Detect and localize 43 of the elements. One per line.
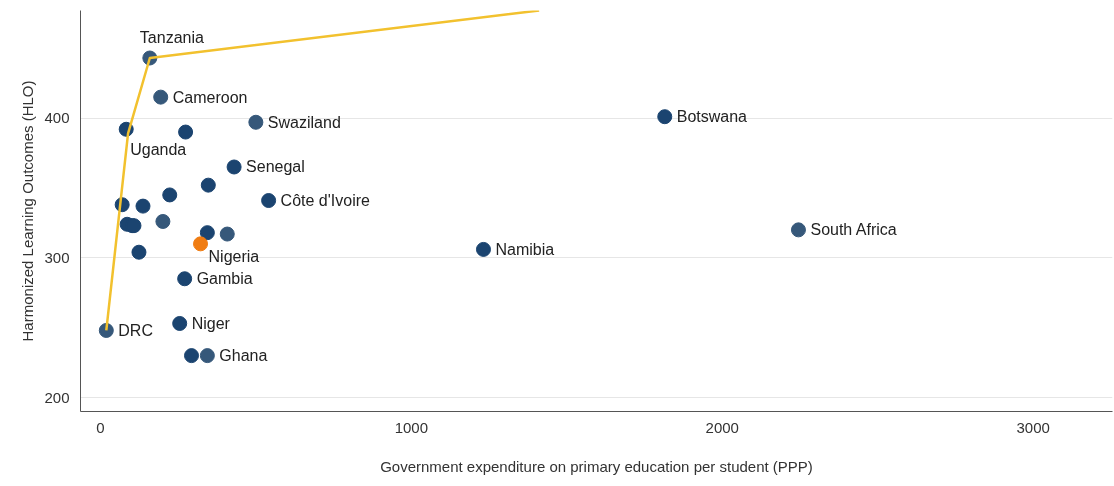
x-axis-title: Government expenditure on primary education per student (PPP)	[380, 457, 813, 475]
point	[657, 109, 673, 125]
annotation: Nigeria	[208, 247, 260, 265]
x-tick-label: 1000	[394, 418, 429, 436]
point	[261, 193, 277, 209]
point	[131, 244, 147, 260]
point	[199, 225, 215, 241]
annotation: Uganda	[130, 141, 187, 159]
point	[172, 315, 188, 331]
point	[193, 236, 209, 252]
y-axis-title: Harmonized Learning Outcomes (HLO)	[19, 80, 37, 342]
y-tick-label: 200	[44, 388, 70, 406]
annotation: Niger	[191, 314, 231, 332]
y-tick-label: 300	[44, 248, 70, 266]
point	[178, 124, 194, 140]
point	[153, 89, 169, 105]
point	[200, 177, 216, 193]
point	[248, 114, 264, 130]
point	[162, 187, 178, 203]
point	[184, 348, 199, 364]
point	[219, 226, 235, 242]
annotation: Senegal	[246, 158, 305, 176]
x-tick-label: 0	[96, 418, 105, 436]
y-tick-label: 400	[44, 109, 70, 127]
annotation: DRC	[118, 321, 153, 339]
x-tick-label: 2000	[705, 418, 739, 436]
point	[226, 159, 242, 175]
annotation: Gambia	[196, 270, 253, 288]
point	[199, 348, 215, 364]
annotation: Ghana	[219, 347, 268, 365]
annotation: Swaziland	[267, 113, 341, 131]
point	[475, 241, 491, 257]
annotation: Côte d'Ivoire	[280, 192, 371, 210]
point	[155, 213, 171, 229]
point	[135, 198, 151, 214]
annotation: Tanzania	[139, 29, 204, 47]
annotation: South Africa	[810, 221, 897, 239]
point	[177, 271, 193, 287]
annotation: Namibia	[495, 240, 555, 258]
annotation: Botswana	[676, 108, 748, 126]
x-tick-label: 3000	[1016, 418, 1050, 436]
point	[790, 222, 806, 238]
annotation: Cameroon	[172, 88, 248, 106]
